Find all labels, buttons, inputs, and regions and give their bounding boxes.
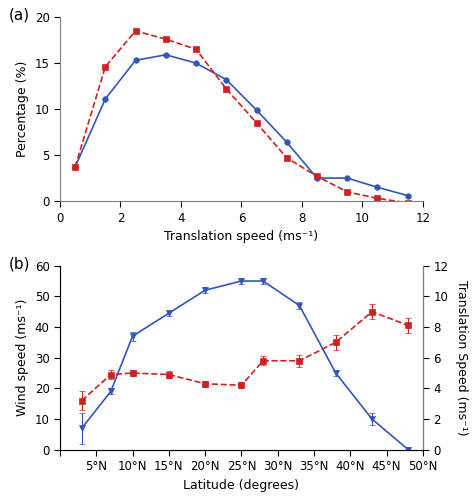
X-axis label: Latitude (degrees): Latitude (degrees) xyxy=(183,478,299,492)
Y-axis label: Percentage (%): Percentage (%) xyxy=(16,61,29,158)
Y-axis label: Translation Speed (ms⁻¹): Translation Speed (ms⁻¹) xyxy=(455,280,467,436)
Text: (b): (b) xyxy=(9,256,30,272)
Y-axis label: Wind speed (ms⁻¹): Wind speed (ms⁻¹) xyxy=(16,299,29,416)
Text: (a): (a) xyxy=(9,8,30,23)
X-axis label: Translation speed (ms⁻¹): Translation speed (ms⁻¹) xyxy=(164,230,318,243)
